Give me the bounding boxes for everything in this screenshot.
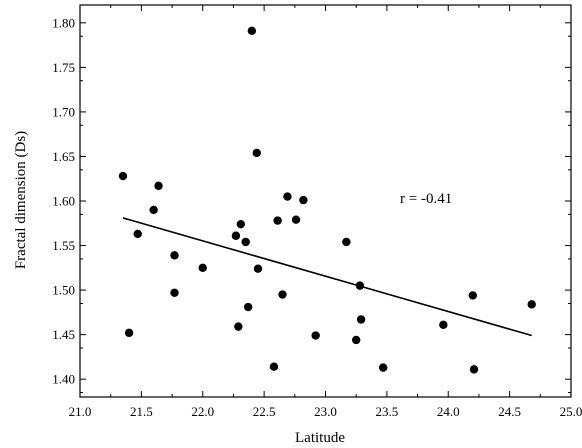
- y-tick-label: 1.70: [52, 104, 75, 119]
- x-tick-label: 21.5: [130, 404, 153, 419]
- y-tick-label: 1.65: [52, 149, 75, 164]
- x-tick-label: 21.0: [69, 404, 92, 419]
- data-points: [118, 26, 536, 374]
- data-point: [133, 229, 142, 239]
- x-tick-label: 23.0: [314, 404, 337, 419]
- data-point: [170, 251, 179, 260]
- data-point: [299, 195, 308, 205]
- y-tick-label: 1.50: [52, 283, 75, 298]
- data-point: [355, 281, 365, 290]
- data-point: [231, 231, 241, 240]
- data-point: [124, 328, 134, 338]
- data-point: [149, 205, 158, 215]
- y-tick-labels: 1.40 1.45 1.50 1.55 1.60 1.65 1.70 1.75 1.80: [52, 15, 75, 386]
- x-tick-label: 22.5: [253, 404, 276, 419]
- data-point: [439, 320, 448, 330]
- data-point: [170, 288, 179, 297]
- axes: [79, 4, 572, 398]
- data-point: [342, 237, 351, 247]
- data-point: [247, 26, 257, 36]
- y-axis-title: Fractal dimension (Ds): [13, 131, 29, 269]
- data-point: [351, 335, 361, 345]
- data-point: [278, 290, 287, 299]
- data-point: [273, 216, 282, 225]
- data-point: [253, 264, 263, 273]
- data-point: [243, 302, 253, 312]
- data-point: [468, 291, 477, 300]
- y-tick-label: 1.45: [52, 327, 75, 342]
- data-point: [241, 237, 250, 247]
- y-tick-label: 1.80: [52, 15, 75, 30]
- data-point: [252, 148, 261, 158]
- data-point: [311, 331, 320, 340]
- x-tick-label: 24.0: [437, 404, 460, 419]
- data-point: [291, 215, 301, 224]
- x-tick-label: 22.0: [191, 404, 214, 419]
- y-tick-label: 1.40: [52, 372, 75, 387]
- data-point: [356, 315, 366, 324]
- data-point: [469, 365, 479, 374]
- trendline-group: [122, 217, 532, 337]
- correlation-annotation: r = -0.41: [400, 191, 452, 207]
- data-point: [234, 322, 243, 331]
- data-point: [283, 192, 292, 201]
- data-point: [269, 362, 279, 371]
- data-point: [527, 300, 536, 309]
- regression-line: [122, 217, 532, 337]
- data-point: [198, 263, 207, 273]
- data-point: [154, 181, 163, 191]
- y-tick-label: 1.55: [52, 238, 75, 253]
- y-tick-label: 1.60: [52, 194, 75, 209]
- x-tick-label: 24.5: [498, 404, 521, 419]
- data-point: [236, 219, 246, 229]
- data-point: [118, 171, 128, 181]
- x-tick-label: 23.5: [376, 404, 399, 419]
- x-axis-title: Latitude: [295, 430, 345, 446]
- plot-frame: [79, 4, 572, 398]
- x-tick-label: 25.0: [560, 404, 582, 419]
- y-tick-label: 1.75: [52, 60, 75, 75]
- data-point: [378, 363, 388, 372]
- x-tick-labels: 21.0 21.5 22.0 22.5 23.0 23.5 24.0 24.5 25.0: [69, 404, 582, 419]
